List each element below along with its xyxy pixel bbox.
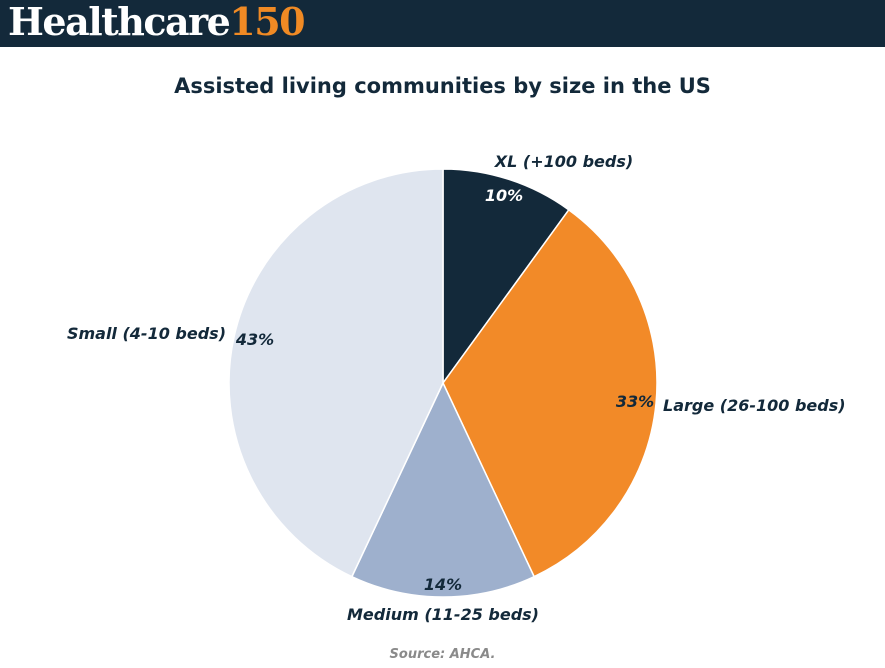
slice-label-small: Small (4-10 beds)	[67, 324, 226, 343]
source-note: Source: AHCA.	[389, 647, 496, 662]
logo-number: 150	[229, 0, 305, 44]
pie-slice-small[interactable]	[228, 168, 444, 578]
pct-label-medium: 14%	[424, 575, 462, 594]
header-bar: Healthcare150	[0, 0, 885, 47]
slice-label-large: Large (26-100 beds)	[663, 396, 846, 415]
pct-label-large: 33%	[616, 392, 654, 411]
pie-slice-xl[interactable]	[442, 168, 570, 386]
pie-slice-medium[interactable]	[350, 381, 536, 598]
logo-word: Healthcare	[8, 0, 231, 44]
chart-title: Assisted living communities by size in t…	[174, 74, 711, 98]
pie-slice-large[interactable]	[442, 208, 658, 578]
slice-label-medium: Medium (11-25 beds)	[347, 605, 539, 624]
brand-logo[interactable]: Healthcare150	[8, 0, 306, 45]
slice-label-xl: XL (+100 beds)	[494, 152, 633, 171]
pct-label-xl: 10%	[485, 186, 523, 205]
pct-label-small: 43%	[235, 330, 274, 349]
